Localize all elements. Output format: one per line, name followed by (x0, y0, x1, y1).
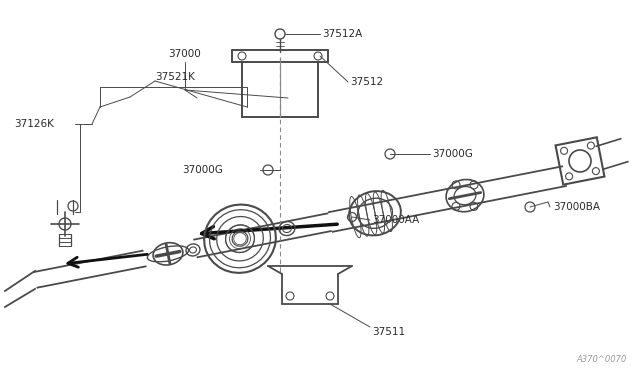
Text: A370^0070: A370^0070 (577, 355, 627, 364)
Text: 37512: 37512 (350, 77, 383, 87)
Text: 37000G: 37000G (182, 165, 223, 175)
Text: 37511: 37511 (372, 327, 405, 337)
Text: 37000BA: 37000BA (553, 202, 600, 212)
Text: 37512A: 37512A (322, 29, 362, 39)
Text: 37000AA: 37000AA (372, 215, 419, 225)
Text: 37000: 37000 (168, 49, 202, 59)
Text: 37126K: 37126K (14, 119, 54, 129)
Text: 37000G: 37000G (432, 149, 473, 159)
Text: 37521K: 37521K (155, 72, 195, 82)
